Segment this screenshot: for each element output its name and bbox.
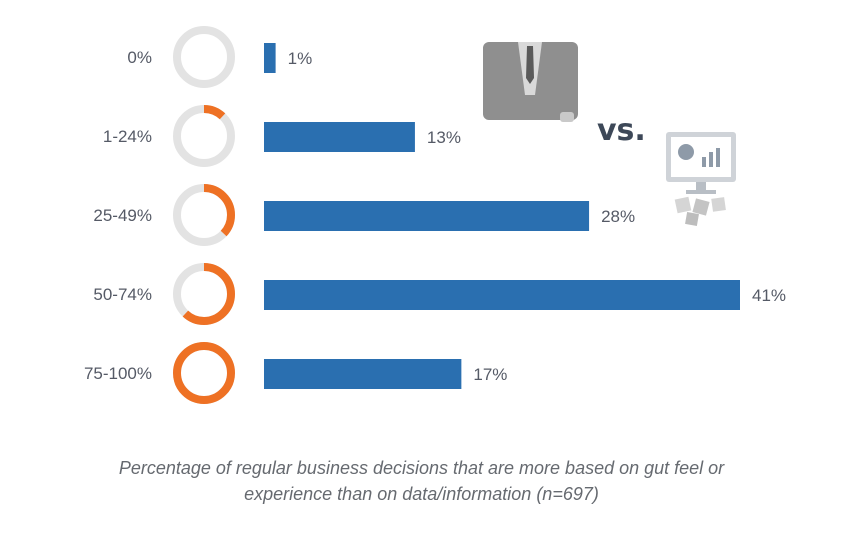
chart-caption: Percentage of regular business decisions… bbox=[40, 455, 803, 507]
bar bbox=[264, 43, 276, 73]
ring-fill bbox=[173, 263, 235, 325]
category-label: 50-74% bbox=[93, 285, 152, 304]
caption-line-2: experience than on data/information (n=6… bbox=[244, 484, 599, 504]
caption-line-1: Percentage of regular business decisions… bbox=[118, 458, 725, 478]
category-label: 1-24% bbox=[103, 127, 152, 146]
chart-rows: 0% 1% 1-24% 13% 25-49% 28% 50-74% 41% 75-100% 17% bbox=[84, 26, 786, 404]
businessman-icon bbox=[483, 42, 578, 122]
ring-track bbox=[173, 26, 235, 88]
bar bbox=[264, 280, 740, 310]
ring-fill bbox=[173, 342, 235, 404]
ring-track bbox=[173, 105, 235, 167]
value-label: 28% bbox=[601, 207, 635, 226]
value-label: 13% bbox=[427, 128, 461, 147]
bar bbox=[264, 359, 462, 389]
value-label: 41% bbox=[752, 286, 786, 305]
chart: 0% 1% 1-24% 13% 25-49% 28% 50-74% 41% 75-100% 17%… bbox=[84, 26, 786, 404]
bar bbox=[264, 201, 590, 231]
category-label: 25-49% bbox=[93, 206, 152, 225]
vs-label: vs. bbox=[597, 113, 646, 148]
ring-fill bbox=[173, 184, 235, 246]
computer-data-icon bbox=[666, 132, 736, 226]
category-label: 0% bbox=[127, 48, 152, 67]
value-label: 1% bbox=[288, 49, 313, 68]
ring-fill bbox=[173, 105, 235, 167]
value-label: 17% bbox=[473, 365, 507, 384]
bar bbox=[264, 122, 415, 152]
category-label: 75-100% bbox=[84, 364, 152, 383]
